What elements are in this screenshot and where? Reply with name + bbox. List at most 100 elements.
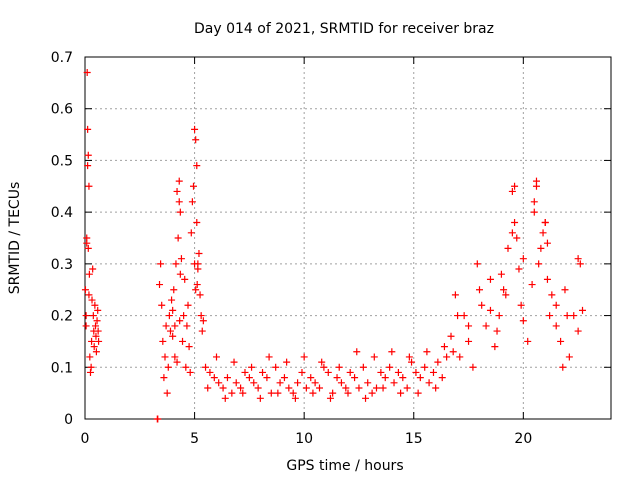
- grid: [85, 57, 611, 419]
- y-axis-label: SRMTID / TECUs: [7, 182, 23, 295]
- data-point: [210, 374, 218, 382]
- data-points: [81, 69, 587, 423]
- data-point: [478, 301, 486, 309]
- data-point: [206, 368, 214, 376]
- data-point: [530, 198, 538, 206]
- data-point: [579, 306, 587, 314]
- data-point: [574, 327, 582, 335]
- data-point: [92, 322, 100, 330]
- data-point: [329, 389, 337, 397]
- data-point: [274, 389, 282, 397]
- data-point: [239, 389, 247, 397]
- data-point: [423, 348, 431, 356]
- x-axis-label: GPS time / hours: [286, 458, 403, 474]
- data-point: [245, 374, 253, 382]
- y-tick-label: 0.4: [51, 205, 73, 221]
- data-point: [456, 353, 464, 361]
- data-point: [511, 218, 519, 226]
- data-point: [94, 327, 102, 335]
- data-point: [519, 255, 527, 263]
- data-point: [500, 286, 508, 294]
- data-point: [482, 322, 490, 330]
- data-point: [460, 312, 468, 320]
- data-point: [168, 296, 176, 304]
- data-point: [440, 343, 448, 351]
- data-point: [370, 353, 378, 361]
- data-point: [228, 389, 236, 397]
- data-point: [552, 322, 560, 330]
- data-point: [508, 229, 516, 237]
- data-point: [351, 374, 359, 382]
- data-point: [92, 348, 100, 356]
- data-point: [346, 368, 354, 376]
- data-point: [193, 281, 201, 289]
- data-point: [291, 394, 299, 402]
- data-point: [254, 384, 262, 392]
- data-point: [182, 363, 190, 371]
- data-point: [511, 182, 519, 190]
- data-point: [570, 312, 578, 320]
- data-point: [250, 379, 258, 387]
- data-point: [241, 368, 249, 376]
- data-point: [154, 415, 162, 423]
- data-point: [162, 322, 170, 330]
- data-point: [320, 363, 328, 371]
- data-point: [173, 187, 181, 195]
- data-point: [230, 358, 238, 366]
- data-point: [530, 208, 538, 216]
- data-point: [188, 198, 196, 206]
- data-point: [86, 353, 94, 361]
- data-point: [175, 177, 183, 185]
- data-point: [403, 384, 411, 392]
- data-point: [156, 281, 164, 289]
- x-tick-label: 10: [295, 431, 313, 447]
- y-tick-label: 0.7: [51, 50, 73, 66]
- data-point: [408, 358, 416, 366]
- data-point: [473, 260, 481, 268]
- x-tick-label: 0: [81, 431, 90, 447]
- data-point: [491, 343, 499, 351]
- data-point: [333, 374, 341, 382]
- data-point: [316, 384, 324, 392]
- data-point: [280, 374, 288, 382]
- data-point: [454, 312, 462, 320]
- data-point: [184, 301, 192, 309]
- data-point: [86, 368, 94, 376]
- data-point: [223, 374, 231, 382]
- data-point: [362, 394, 370, 402]
- data-point: [342, 384, 350, 392]
- data-point: [543, 275, 551, 283]
- data-point: [232, 379, 240, 387]
- data-point: [84, 125, 92, 133]
- y-tick-label: 0.1: [51, 360, 73, 376]
- data-point: [165, 312, 173, 320]
- x-tick-label: 5: [190, 431, 199, 447]
- data-point: [486, 275, 494, 283]
- x-tick-label: 20: [514, 431, 532, 447]
- data-point: [95, 337, 103, 345]
- data-point: [89, 312, 97, 320]
- data-point: [416, 374, 424, 382]
- data-point: [175, 198, 183, 206]
- data-point: [237, 384, 245, 392]
- data-point: [318, 358, 326, 366]
- data-point: [528, 281, 536, 289]
- data-point: [198, 327, 206, 335]
- data-point: [176, 317, 184, 325]
- x-tick-label: 15: [405, 431, 423, 447]
- data-point: [309, 389, 317, 397]
- data-point: [532, 182, 540, 190]
- data-point: [173, 358, 181, 366]
- data-point: [193, 162, 201, 170]
- data-point: [364, 379, 372, 387]
- data-point: [84, 151, 92, 159]
- data-point: [171, 353, 179, 361]
- data-point: [176, 270, 184, 278]
- data-point: [183, 322, 191, 330]
- data-point: [405, 353, 413, 361]
- data-point: [256, 394, 264, 402]
- y-tick-label: 0.2: [51, 309, 73, 325]
- data-point: [326, 394, 334, 402]
- data-point: [174, 234, 182, 242]
